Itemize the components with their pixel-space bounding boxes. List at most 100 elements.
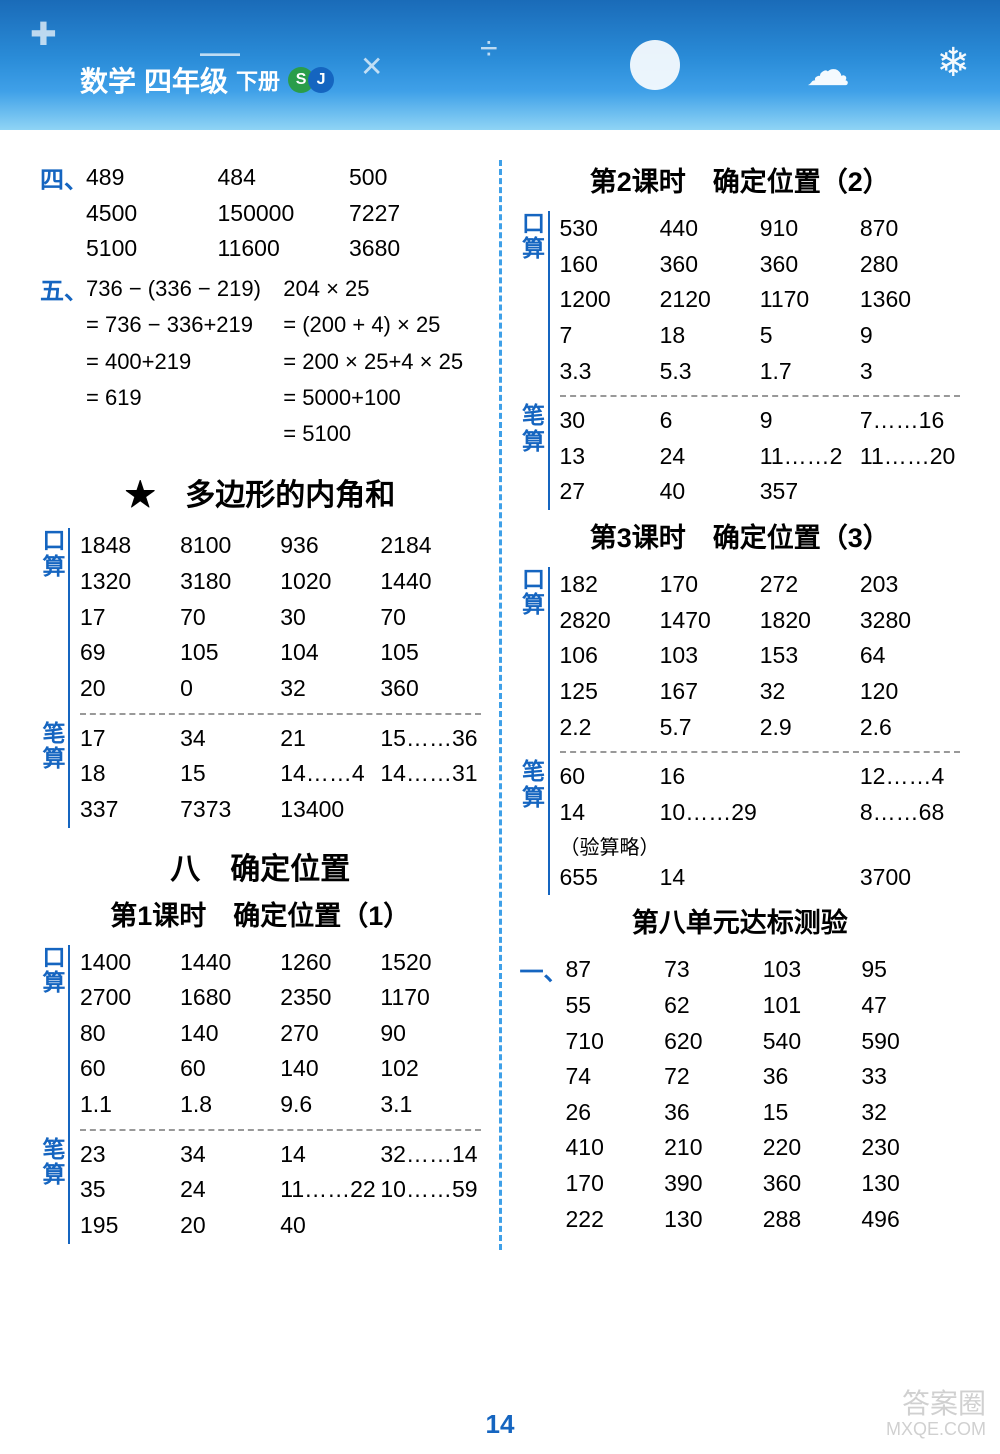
cell: 40	[280, 1208, 380, 1244]
title-chapter-8: 八 确定位置	[40, 844, 481, 888]
cell: 288	[763, 1202, 862, 1238]
cell: 7……16	[860, 403, 960, 439]
dash-separator	[560, 751, 961, 753]
page-number: 14	[486, 1409, 515, 1440]
cell: 870	[860, 211, 960, 247]
cell: 106	[560, 638, 660, 674]
test-label-one: 一、	[520, 952, 566, 1237]
mental-label: 口算	[40, 528, 68, 720]
cell: 62	[664, 988, 763, 1024]
cell: 2.9	[760, 710, 860, 746]
page-header: ✚ — ✕ ÷ ☁ ❄ 数学 四年级 下册 S J	[0, 0, 1000, 130]
cell: 3180	[180, 564, 280, 600]
mental-label: 口算	[520, 211, 548, 403]
cell: 70	[380, 600, 480, 636]
written-label: 笔算	[520, 403, 548, 510]
cell: 6	[660, 403, 760, 439]
cell: 16	[660, 759, 760, 795]
pos1-written: 笔算 23341432……14 352411……2210……59 1952040	[40, 1137, 481, 1244]
cell: 2.6	[860, 710, 960, 746]
title-volume: 下册	[236, 64, 280, 96]
badge-j-icon: J	[308, 67, 334, 93]
cell: 170	[660, 567, 760, 603]
cell: 3700	[860, 860, 960, 896]
cell	[860, 474, 960, 510]
cell	[380, 1208, 480, 1244]
expr	[86, 416, 283, 452]
cell: 7	[560, 318, 660, 354]
cell: 3280	[860, 603, 960, 639]
cell: 10……29	[660, 795, 760, 831]
cell: 14	[280, 1137, 380, 1173]
polygon-written: 笔算 17342115……36 181514……414……31 33773731…	[40, 721, 481, 828]
cell: 1440	[180, 945, 280, 981]
cell: 30	[280, 600, 380, 636]
cell: 360	[763, 1166, 862, 1202]
cell: 130	[861, 1166, 960, 1202]
cell: 35	[80, 1172, 180, 1208]
cell: 590	[861, 1024, 960, 1060]
cell: 620	[664, 1024, 763, 1060]
pos3-written: 笔算 601612……4 1410……298……68 （验算略） 6551437…	[520, 759, 961, 895]
cell: 9	[760, 403, 860, 439]
pos2-mental: 口算 530440910870 160360360280 12002120117…	[520, 211, 961, 403]
cell: 153	[760, 638, 860, 674]
deco-snowflake-icon: ❄	[936, 40, 970, 86]
cell: 60	[180, 1051, 280, 1087]
cell: 40	[660, 474, 760, 510]
cell: 3.3	[560, 354, 660, 390]
cell: 103	[660, 638, 760, 674]
cell: 130	[664, 1202, 763, 1238]
cell: 80	[80, 1016, 180, 1052]
cell: 21	[280, 721, 380, 757]
cell: 222	[566, 1202, 665, 1238]
cell: 1848	[80, 528, 180, 564]
cell: 70	[180, 600, 280, 636]
cell: 20	[180, 1208, 280, 1244]
cell: 32	[280, 671, 380, 707]
deco-plus-icon: ✚	[30, 15, 57, 53]
cell: 337	[80, 792, 180, 828]
cell: 489	[86, 160, 218, 196]
cell: 15	[763, 1095, 862, 1131]
cell: 4500	[86, 196, 218, 232]
cell: 95	[861, 952, 960, 988]
section-five-label: 五、	[40, 271, 86, 452]
cell: 33	[861, 1059, 960, 1095]
page-content: 四、 489484500 45001500007227 510011600368…	[0, 130, 1000, 1260]
cell: 2184	[380, 528, 480, 564]
cell: 203	[860, 567, 960, 603]
cell: 0	[180, 671, 280, 707]
cell: 3.1	[380, 1087, 480, 1123]
title-polygon: ★ 多边形的内角和	[40, 470, 481, 514]
cell: 32……14	[380, 1137, 480, 1173]
cell: 280	[860, 247, 960, 283]
cell: 47	[861, 988, 960, 1024]
cell: 14	[660, 860, 760, 896]
cell: 484	[218, 160, 350, 196]
deco-cloud-icon: ☁	[806, 45, 850, 96]
sj-badge: S J	[288, 67, 334, 93]
cell: 14	[560, 795, 660, 831]
cell: 2820	[560, 603, 660, 639]
cell: 125	[560, 674, 660, 710]
written-label: 笔算	[520, 759, 548, 895]
mental-label: 口算	[520, 567, 548, 759]
watermark-url: MXQE.COM	[886, 1420, 986, 1440]
cell: 410	[566, 1130, 665, 1166]
expr: = 200 × 25+4 × 25	[283, 344, 480, 380]
cell: 2.2	[560, 710, 660, 746]
cell: 36	[664, 1095, 763, 1131]
cell	[760, 759, 860, 795]
cell: 936	[280, 528, 380, 564]
right-column: 第2课时 确定位置（2） 口算 530440910870 16036036028…	[502, 160, 971, 1250]
cell: 1360	[860, 282, 960, 318]
cell: 1170	[760, 282, 860, 318]
cell: 1.7	[760, 354, 860, 390]
cell: 23	[80, 1137, 180, 1173]
cell: 270	[280, 1016, 380, 1052]
expr: = 400+219	[86, 344, 283, 380]
pos3-mental: 口算 182170272203 2820147018203280 1061031…	[520, 567, 961, 759]
watermark-text: 答案圈	[886, 1389, 986, 1420]
polygon-mental: 口算 184881009362184 1320318010201440 1770…	[40, 528, 481, 720]
